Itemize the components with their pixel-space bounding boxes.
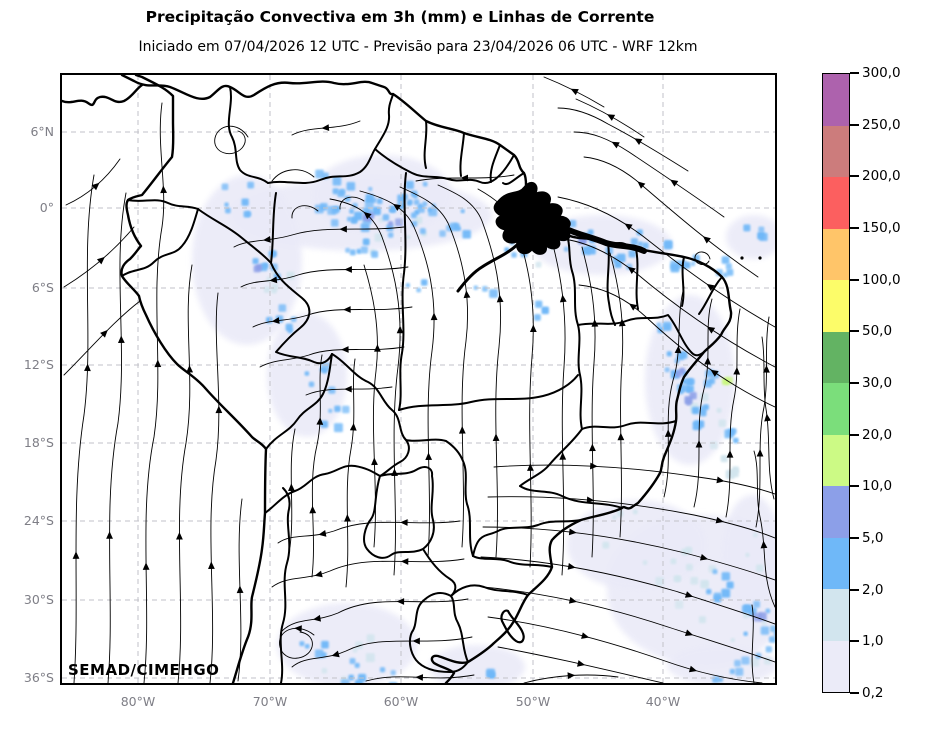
colorbar-segment [823, 537, 849, 589]
lon-tick-label: 40°W [645, 694, 681, 709]
colorbar-tick-label: 10,0 [862, 478, 893, 495]
colorbar-tick [850, 278, 859, 281]
streamlines [63, 76, 775, 683]
colorbar-tick-label: 200,0 [862, 168, 901, 185]
colorbar-tick-label: 30,0 [862, 375, 893, 391]
map-canvas [60, 73, 777, 685]
colorbar-segment [823, 331, 849, 383]
colorbar-segment [823, 434, 849, 486]
colorbar-segment [823, 125, 849, 177]
colorbar-tick [850, 485, 859, 488]
lat-tick-label: 18°S [23, 435, 54, 450]
lat-tick-label: 6°N [30, 124, 54, 139]
colorbar-tick-label: 0,2 [862, 685, 884, 701]
colorbar-tick [850, 330, 859, 333]
colorbar-tick [850, 640, 859, 643]
page-subtitle: Iniciado em 07/04/2026 12 UTC - Previsão… [138, 39, 698, 55]
colorbar-tick [850, 175, 859, 178]
colorbar-tick-label: 150,0 [862, 220, 901, 236]
colorbar-tick [850, 433, 859, 436]
colorbar-segment [823, 640, 849, 692]
colorbar-tick [850, 227, 859, 229]
colorbar-segment [823, 74, 849, 126]
lat-tick-label: 24°S [23, 513, 54, 528]
colorbar-tick-label: 50,0 [862, 323, 893, 340]
colorbar-tick-label: 2,0 [862, 581, 884, 598]
page-title: Precipitação Convectiva em 3h (mm) e Lin… [145, 8, 655, 26]
colorbar [822, 73, 850, 693]
colorbar-segment [823, 383, 849, 435]
colorbar-tick [850, 382, 859, 384]
lon-tick-label: 70°W [252, 694, 288, 709]
lon-tick-label: 80°W [120, 694, 156, 709]
colorbar-segment [823, 280, 849, 332]
colorbar-segment [823, 228, 849, 280]
lat-tick-label: 30°S [23, 592, 54, 607]
colorbar-segment [823, 486, 849, 538]
precipitation-shading [192, 155, 775, 683]
colorbar-segment [823, 589, 849, 641]
lat-tick-label: 0° [39, 200, 54, 215]
lon-tick-label: 50°W [515, 694, 551, 709]
colorbar-tick [850, 692, 859, 694]
colorbar-tick [850, 72, 859, 74]
colorbar-tick-label: 1,0 [862, 633, 884, 650]
colorbar-tick-label: 100,0 [862, 271, 901, 288]
colorbar-tick-label: 5,0 [862, 530, 884, 546]
lon-tick-label: 60°W [383, 694, 419, 709]
colorbar-tick-label: 300,0 [862, 65, 901, 81]
colorbar-tick [850, 588, 859, 591]
colorbar-tick-label: 250,0 [862, 116, 901, 133]
colorbar-segment [823, 177, 849, 229]
watermark: SEMAD/CIMEHGO [68, 661, 220, 679]
coastlines-and-borders [62, 75, 762, 683]
colorbar-tick [850, 123, 859, 126]
colorbar-tick [850, 537, 859, 539]
lat-tick-label: 12°S [23, 357, 54, 372]
lat-tick-label: 36°S [23, 670, 54, 685]
grid-lines [62, 75, 775, 683]
lat-tick-label: 6°S [31, 280, 54, 295]
streamline-precipitation-map [62, 75, 775, 683]
colorbar-tick-label: 20,0 [862, 426, 893, 443]
